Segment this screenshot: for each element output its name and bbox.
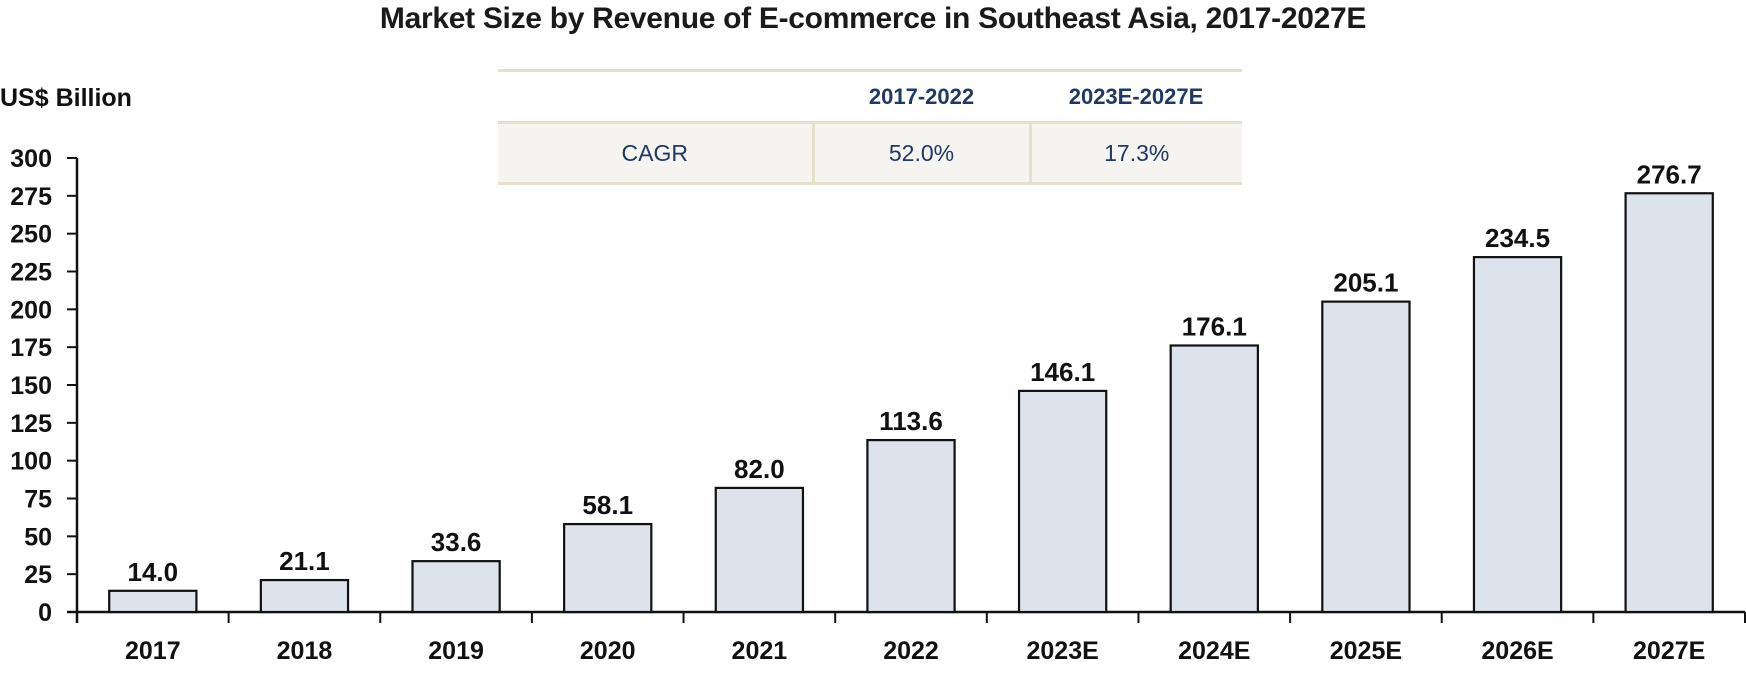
cagr-table: 2017-2022 2023E-2027E CAGR 52.0% 17.3%	[498, 69, 1242, 185]
x-tick-label: 2025E	[1330, 637, 1402, 665]
x-tick-label: 2022	[883, 637, 939, 665]
bar	[563, 522, 653, 614]
cagr-header-blank	[498, 70, 813, 123]
x-tick-label: 2026E	[1481, 637, 1553, 665]
y-tick-label: 150	[10, 372, 52, 400]
y-tick-label: 275	[10, 183, 52, 211]
cagr-header-period-1: 2017-2022	[813, 70, 1030, 123]
bar-value-label: 276.7	[1637, 159, 1702, 189]
x-tick-label: 2023E	[1026, 637, 1098, 665]
y-tick-label: 125	[10, 410, 52, 438]
bar	[714, 486, 805, 614]
cagr-row-label: CAGR	[621, 139, 688, 166]
y-tick-label: 300	[10, 145, 52, 173]
y-tick-label: 75	[24, 486, 52, 514]
bar-value-label: 82.0	[734, 454, 785, 484]
x-tick-label: 2018	[277, 637, 333, 665]
cagr-value-period-2: 17.3%	[1028, 122, 1242, 184]
cagr-header-period-2: 2023E-2027E	[1030, 70, 1242, 123]
chart-title: Market Size by Revenue of E-commerce in …	[379, 2, 1367, 35]
bar	[866, 438, 956, 614]
bar	[1321, 300, 1411, 614]
x-tick-label: 2027E	[1633, 637, 1705, 665]
bar-value-label: 176.1	[1182, 312, 1247, 342]
bar-value-label: 33.6	[431, 527, 482, 557]
bar-value-label: 146.1	[1030, 357, 1095, 387]
x-tick-label: 2017	[125, 637, 181, 665]
x-tick-label: 2021	[732, 637, 788, 665]
y-tick-label: 100	[10, 448, 52, 476]
bar-value-label: 205.1	[1333, 268, 1398, 298]
y-axis-label: US$ Billion	[0, 84, 132, 112]
y-tick-label: 200	[10, 296, 52, 324]
bar	[1169, 344, 1259, 614]
cagr-table-row: CAGR 52.0% 17.3%	[498, 122, 1242, 184]
bar	[411, 560, 501, 614]
cagr-table-header-row: 2017-2022 2023E-2027E	[498, 70, 1242, 123]
x-tick-label: 2019	[428, 637, 484, 665]
y-tick-label: 250	[10, 221, 52, 249]
bar	[1624, 192, 1714, 614]
bar	[259, 578, 350, 614]
x-tick-label: 2024E	[1178, 637, 1250, 665]
y-tick-label: 25	[24, 561, 52, 589]
cagr-value-period-1: 52.0%	[811, 122, 1030, 184]
x-tick-label: 2020	[580, 637, 636, 665]
bar-value-label: 21.1	[279, 546, 330, 576]
bar-value-label: 58.1	[582, 490, 633, 520]
bar-value-label: 113.6	[879, 406, 943, 436]
y-tick-label: 50	[24, 523, 52, 551]
y-tick-label: 225	[10, 259, 52, 287]
bar-value-label: 234.5	[1485, 223, 1550, 253]
bar	[1017, 389, 1108, 614]
bar	[1472, 256, 1563, 614]
y-tick-label: 0	[38, 599, 52, 627]
y-tick-label: 175	[10, 334, 52, 362]
bar	[108, 589, 198, 614]
bar-value-label: 14.0	[128, 557, 179, 587]
